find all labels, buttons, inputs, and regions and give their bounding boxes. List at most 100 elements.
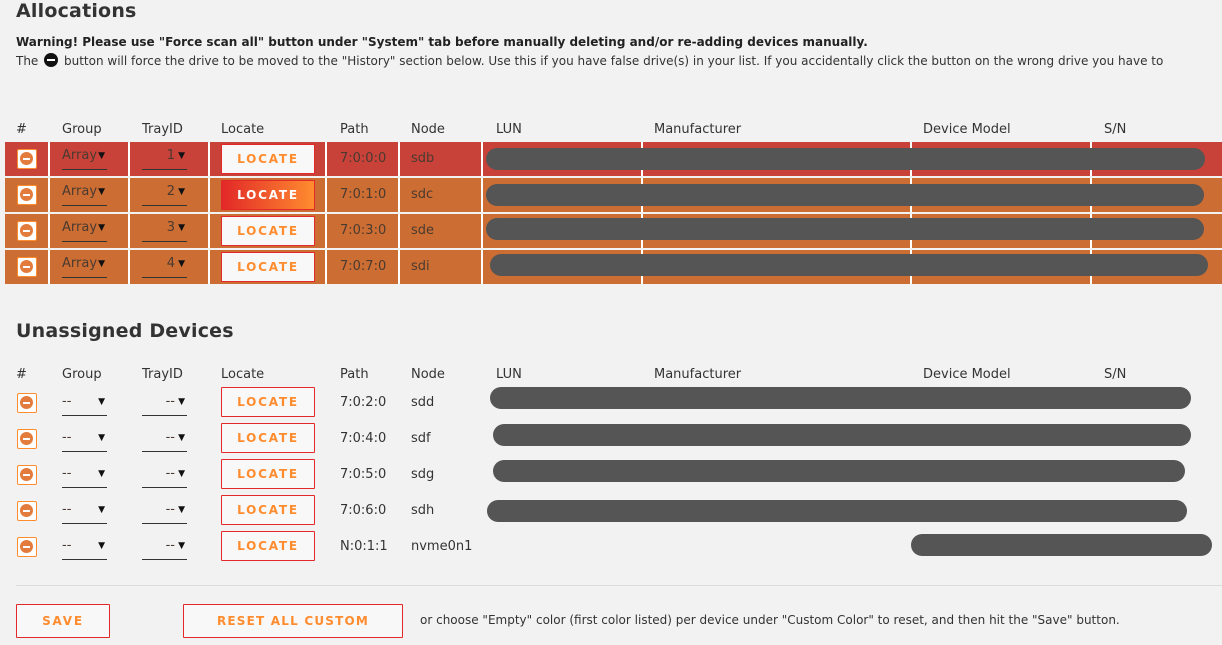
col-node: Node	[411, 367, 445, 382]
group-select[interactable]: -- ▼	[62, 430, 107, 452]
table-row: -- ▼ -- ▼ LOCATE 7:0:5:0 sdg	[5, 458, 1222, 492]
locate-button[interactable]: LOCATE	[221, 387, 315, 417]
redacted-device-info	[486, 148, 1205, 170]
tray-value: 2	[166, 184, 175, 199]
table-row: -- ▼ -- ▼ LOCATE 7:0:2:0 sdd	[5, 386, 1222, 420]
tray-value: --	[165, 394, 175, 409]
reset-hint: or choose "Empty" color (first color lis…	[420, 613, 1120, 627]
group-value: --	[62, 394, 72, 409]
tray-select[interactable]: 4 ▼	[142, 256, 187, 278]
node-value: sdi	[411, 259, 430, 274]
tray-select[interactable]: -- ▼	[142, 430, 187, 452]
save-button[interactable]: SAVE	[16, 604, 110, 638]
path-value: 7:0:0:0	[340, 151, 387, 166]
remove-button[interactable]	[17, 185, 37, 205]
col-hash: #	[16, 367, 27, 382]
group-select[interactable]: -- ▼	[62, 502, 107, 524]
tray-select[interactable]: 2 ▼	[142, 184, 187, 206]
col-locate: Locate	[221, 367, 265, 382]
group-value: Array	[62, 148, 98, 163]
group-value: --	[62, 430, 72, 445]
dropdown-arrow-icon: ▼	[98, 151, 105, 161]
locate-button[interactable]: LOCATE	[221, 459, 315, 489]
node-value: sdd	[411, 395, 435, 410]
locate-button[interactable]: LOCATE	[221, 531, 315, 561]
col-manufacturer: Manufacturer	[654, 367, 742, 382]
node-value: sdg	[411, 467, 435, 482]
dropdown-arrow-icon: ▼	[178, 541, 185, 551]
col-lun: LUN	[496, 367, 522, 382]
dropdown-arrow-icon: ▼	[178, 397, 185, 407]
dropdown-arrow-icon: ▼	[178, 223, 185, 233]
col-lun: LUN	[496, 122, 522, 137]
tray-value: --	[165, 502, 175, 517]
tray-select[interactable]: -- ▼	[142, 394, 187, 416]
dropdown-arrow-icon: ▼	[98, 397, 105, 407]
remove-button[interactable]	[17, 257, 37, 277]
col-sn: S/N	[1104, 367, 1127, 382]
tray-select[interactable]: 1 ▼	[142, 148, 187, 170]
redacted-device-info	[490, 387, 1191, 409]
remove-icon	[20, 504, 33, 517]
path-value: N:0:1:1	[340, 539, 388, 554]
remove-button[interactable]	[17, 501, 37, 521]
tray-select[interactable]: -- ▼	[142, 538, 187, 560]
remove-button[interactable]	[17, 393, 37, 413]
path-value: 7:0:3:0	[340, 223, 387, 238]
group-value: Array	[62, 256, 98, 271]
remove-button[interactable]	[17, 221, 37, 241]
locate-button[interactable]: LOCATE	[221, 423, 315, 453]
tray-select[interactable]: -- ▼	[142, 466, 187, 488]
locate-button[interactable]: LOCATE	[221, 180, 315, 210]
tray-value: --	[165, 538, 175, 553]
remove-button[interactable]	[17, 149, 37, 169]
reset-colors-button[interactable]: RESET ALL CUSTOM COLORS	[183, 604, 403, 638]
group-value: --	[62, 466, 72, 481]
dropdown-arrow-icon: ▼	[178, 433, 185, 443]
group-select[interactable]: Array ▼	[62, 220, 107, 242]
node-value: sdf	[411, 431, 431, 446]
table-row: Array ▼ 3 ▼ LOCATE 7:0:3:0 sde	[5, 214, 1222, 248]
redacted-device-info	[493, 424, 1191, 446]
table-row: -- ▼ -- ▼ LOCATE N:0:1:1 nvme0n1	[5, 530, 1222, 564]
table-row: -- ▼ -- ▼ LOCATE 7:0:4:0 sdf	[5, 422, 1222, 456]
remove-icon	[20, 260, 33, 273]
group-select[interactable]: -- ▼	[62, 538, 107, 560]
redacted-device-info	[490, 254, 1208, 276]
redacted-device-info	[493, 460, 1185, 482]
locate-button[interactable]: LOCATE	[221, 252, 315, 282]
group-select[interactable]: Array ▼	[62, 256, 107, 278]
warning-text: Warning! Please use "Force scan all" but…	[16, 35, 868, 49]
tray-value: --	[165, 466, 175, 481]
node-value: nvme0n1	[411, 539, 473, 554]
dropdown-arrow-icon: ▼	[98, 223, 105, 233]
col-path: Path	[340, 122, 369, 137]
remove-button[interactable]	[17, 537, 37, 557]
dropdown-arrow-icon: ▼	[178, 469, 185, 479]
locate-button[interactable]: LOCATE	[221, 216, 315, 246]
tray-select[interactable]: 3 ▼	[142, 220, 187, 242]
remove-button[interactable]	[17, 465, 37, 485]
group-select[interactable]: Array ▼	[62, 184, 107, 206]
path-value: 7:0:1:0	[340, 187, 387, 202]
locate-button[interactable]: LOCATE	[221, 495, 315, 525]
tray-select[interactable]: -- ▼	[142, 502, 187, 524]
col-trayid: TrayID	[142, 367, 183, 382]
col-device-model: Device Model	[923, 367, 1011, 382]
group-select[interactable]: -- ▼	[62, 394, 107, 416]
locate-button[interactable]: LOCATE	[221, 144, 315, 174]
redacted-device-info	[486, 184, 1204, 206]
group-value: --	[62, 538, 72, 553]
warning-pre: The	[16, 54, 39, 68]
warning-post: button will force the drive to be moved …	[63, 54, 1164, 68]
remove-icon	[20, 152, 33, 165]
group-select[interactable]: -- ▼	[62, 466, 107, 488]
tray-value: 1	[166, 148, 175, 163]
group-select[interactable]: Array ▼	[62, 148, 107, 170]
dropdown-arrow-icon: ▼	[178, 259, 185, 269]
path-value: 7:0:4:0	[340, 431, 387, 446]
path-value: 7:0:7:0	[340, 259, 387, 274]
tray-value: --	[165, 430, 175, 445]
group-value: Array	[62, 220, 98, 235]
remove-button[interactable]	[17, 429, 37, 449]
